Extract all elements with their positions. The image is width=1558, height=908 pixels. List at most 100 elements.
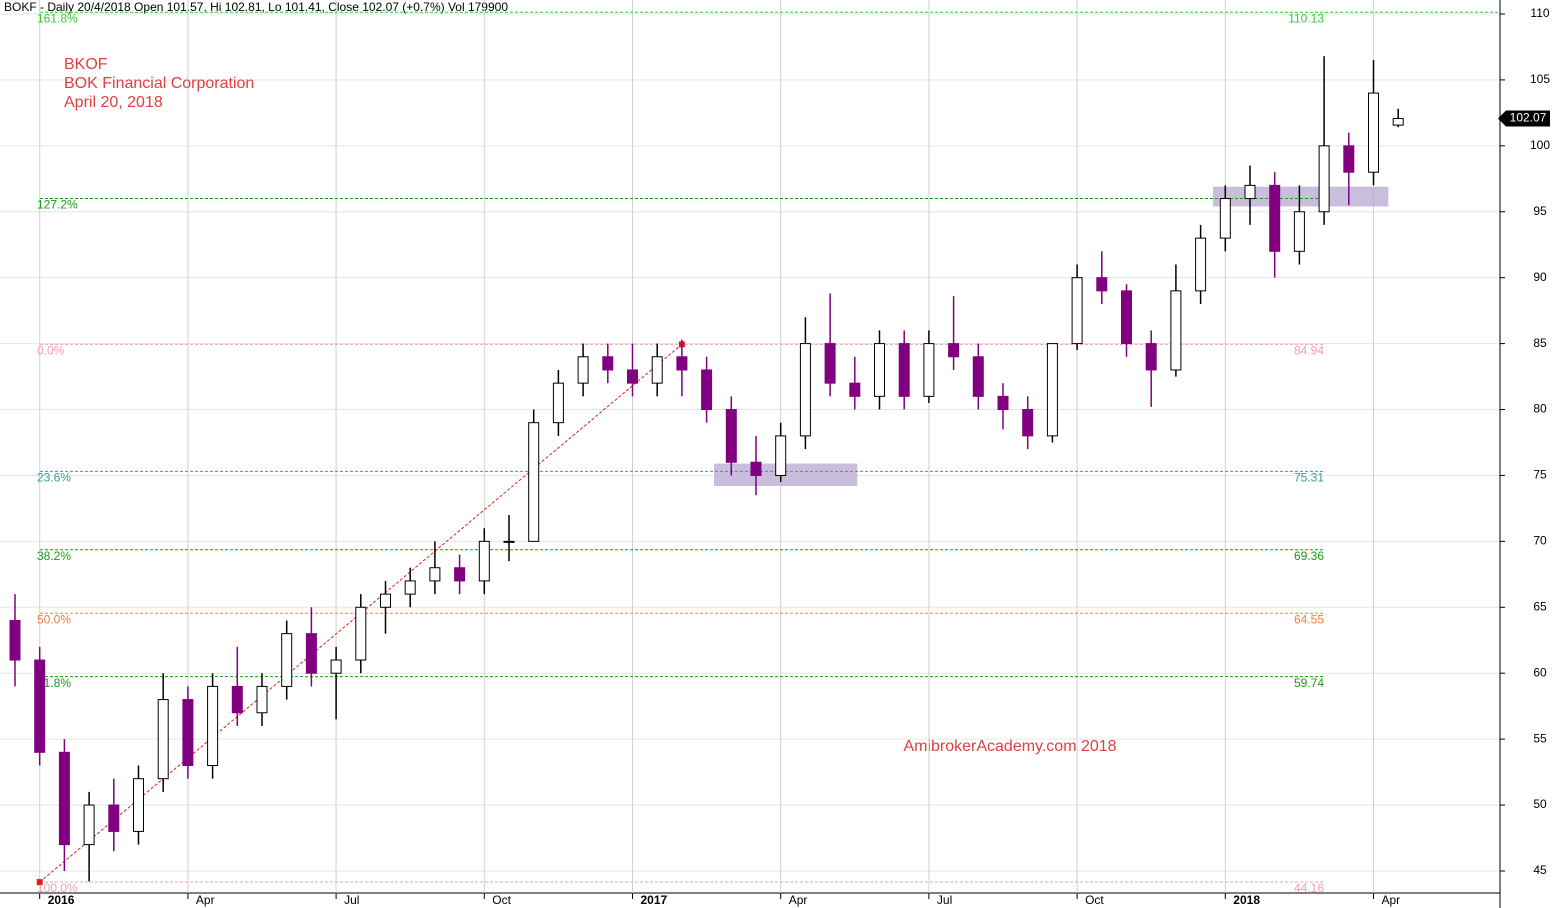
- candle-body: [1170, 290, 1182, 371]
- x-tick-label: Apr: [196, 893, 215, 907]
- candle-body: [775, 435, 787, 476]
- candle-body: [503, 540, 515, 543]
- candle-body: [330, 659, 342, 674]
- y-tick-label: 105: [1530, 72, 1550, 86]
- candle-body: [256, 685, 268, 714]
- candle-body: [849, 382, 861, 397]
- candle-body: [701, 369, 713, 411]
- y-tick-label: 85: [1533, 336, 1547, 350]
- candle-body: [577, 356, 589, 384]
- y-tick-label: 50: [1533, 797, 1547, 811]
- candle-body: [1392, 118, 1404, 126]
- x-tick-label: Oct: [492, 893, 511, 907]
- price-tag-shape: [1498, 110, 1550, 127]
- candle-body: [1293, 211, 1305, 252]
- candle-body: [380, 593, 391, 608]
- candle-body: [1244, 184, 1256, 200]
- candle-body: [898, 343, 910, 397]
- watermark: AmibrokerAcademy.com 2018: [903, 738, 1116, 755]
- candle-body: [750, 461, 762, 476]
- title-line: BKOF: [64, 56, 108, 73]
- candle-body: [972, 356, 984, 397]
- candle-body: [676, 356, 688, 371]
- zone: [1212, 186, 1389, 207]
- candle-body: [997, 395, 1009, 411]
- y-tick-label: 95: [1533, 204, 1547, 218]
- y-tick-label: 60: [1533, 665, 1547, 679]
- candle-body: [651, 356, 663, 384]
- fib-label: 127.2%: [37, 198, 78, 212]
- header: BOKF - Daily 20/4/2018 Open 101.57, Hi 1…: [4, 0, 508, 14]
- candle-body: [108, 804, 120, 832]
- candle-body: [799, 343, 811, 437]
- x-tick-label: Jul: [344, 893, 359, 907]
- candle-body: [948, 343, 960, 358]
- candle-body: [34, 659, 46, 753]
- candle-body: [305, 633, 317, 674]
- candle-body: [404, 580, 416, 595]
- candle-body: [627, 369, 638, 384]
- y-tick-label: 75: [1533, 468, 1547, 482]
- fib-value: 44.16: [1294, 881, 1324, 895]
- candle-body: [133, 778, 144, 832]
- candle-body: [429, 567, 441, 582]
- fib-value: 75.31: [1294, 471, 1324, 485]
- y-tick-label: 110: [1530, 6, 1549, 20]
- x-tick-label: Apr: [1382, 893, 1401, 907]
- candle-body: [1269, 184, 1281, 252]
- candle-body: [207, 685, 219, 767]
- y-tick-label: 65: [1533, 599, 1547, 613]
- candle-body: [182, 699, 194, 767]
- candle-body: [1071, 277, 1083, 345]
- y-tick-label: 45: [1533, 863, 1547, 877]
- candle-body: [1318, 145, 1330, 213]
- candle-body: [355, 606, 367, 661]
- y-tick-label: 90: [1533, 270, 1547, 284]
- fib-label: 50.0%: [37, 612, 71, 626]
- candle-body: [1343, 145, 1355, 173]
- candle-body: [602, 356, 614, 371]
- fib-value: 110.13: [1288, 11, 1324, 25]
- x-tick-label: 2016: [48, 893, 75, 907]
- x-tick-label: 2017: [641, 893, 668, 907]
- candle-body: [923, 343, 935, 397]
- fib-label: 38.2%: [37, 549, 71, 563]
- candle-body: [1096, 277, 1108, 292]
- y-tick-label: 70: [1533, 534, 1547, 548]
- candle-body: [1022, 409, 1034, 437]
- candle-body: [824, 343, 836, 384]
- candle-body: [1145, 343, 1157, 371]
- fib-label: 23.6%: [37, 471, 71, 485]
- x-tick-label: Jul: [937, 893, 952, 907]
- fib-label: 100.0%: [37, 881, 78, 895]
- candle-body: [1368, 92, 1379, 173]
- candle-body: [454, 567, 466, 582]
- candle-body: [281, 633, 293, 687]
- candle-body: [874, 343, 885, 397]
- trendline-anchor: [36, 879, 43, 886]
- fib-value: 59.74: [1294, 676, 1324, 690]
- candle-body: [1046, 343, 1058, 437]
- title-line: April 20, 2018: [64, 94, 163, 111]
- title-line: BOK Financial Corporation: [64, 75, 254, 92]
- x-tick-label: Apr: [789, 893, 808, 907]
- fib-value: 64.55: [1294, 612, 1324, 626]
- candle-body: [552, 382, 564, 424]
- candle-body: [157, 699, 169, 780]
- x-tick-label: 2018: [1233, 893, 1260, 907]
- fib-value: 69.36: [1294, 549, 1324, 563]
- fib-value: 84.94: [1294, 344, 1324, 358]
- candle-body: [1219, 198, 1231, 239]
- x-tick-label: Oct: [1085, 893, 1104, 907]
- candle-body: [83, 804, 95, 846]
- trendline: [39, 344, 683, 883]
- candle-body: [1195, 237, 1207, 292]
- fib-label: 0.0%: [37, 344, 65, 358]
- candle-body: [9, 619, 21, 661]
- y-tick-label: 55: [1533, 731, 1547, 745]
- candle-body: [231, 685, 243, 714]
- candle-body: [1121, 290, 1132, 345]
- candle-body: [725, 409, 737, 463]
- y-tick-label: 100: [1530, 138, 1550, 152]
